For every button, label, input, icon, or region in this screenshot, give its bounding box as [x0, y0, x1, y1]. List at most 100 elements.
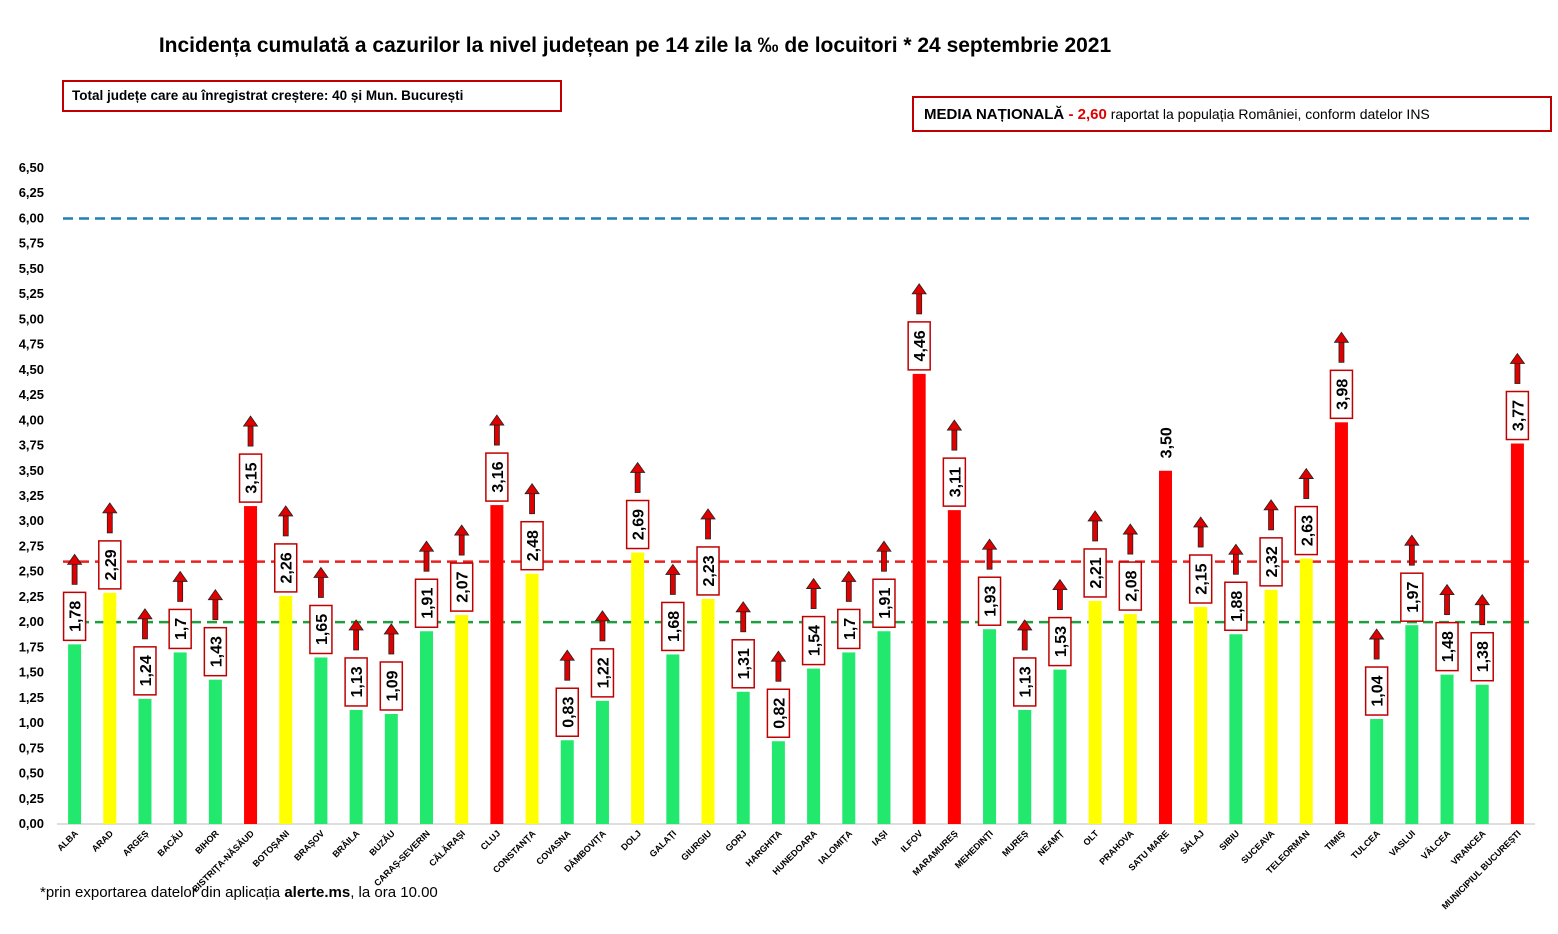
bar: [1510, 443, 1524, 824]
increase-arrow-shaft: [212, 598, 219, 621]
increase-arrow-shaft: [599, 619, 606, 642]
increase-arrow-head: [1404, 534, 1420, 546]
data-label: 2,26: [273, 543, 298, 593]
data-label-text: 1,7: [173, 618, 190, 640]
national-average-note: raportat la populația României, conform …: [1106, 106, 1430, 122]
footnote-app: alerte.ms: [284, 884, 351, 901]
data-label-text: 3,16: [490, 461, 507, 492]
category-label: CĂLĂRAȘI: [427, 828, 467, 868]
data-label-text: 1,78: [68, 601, 85, 632]
category-label: BRĂILA: [330, 828, 361, 859]
increase-arrow-head: [172, 570, 188, 582]
data-label-text: 3,98: [1334, 379, 1351, 410]
bar: [208, 679, 222, 824]
data-label-text: 2,48: [525, 530, 542, 561]
data-label-box: [907, 321, 931, 371]
increase-count-box: Total județe care au înregistrat creșter…: [62, 80, 562, 112]
increase-arrow-head: [102, 502, 118, 514]
increase-arrow-head: [137, 608, 153, 620]
category-label: ARAD: [90, 828, 116, 854]
increase-arrow-shaft: [669, 573, 676, 595]
data-label: 1,88: [1224, 581, 1248, 632]
data-label-box: [766, 688, 791, 738]
increase-arrow-head: [594, 610, 611, 622]
bar: [525, 573, 539, 824]
data-label-text: 1,97: [1405, 582, 1422, 613]
category-label: BRAȘOV: [292, 828, 326, 862]
data-label: 1,7: [168, 608, 192, 650]
data-label: 1,04: [1364, 666, 1389, 716]
increase-arrow-shaft: [1373, 637, 1380, 660]
category-label: MUREȘ: [1000, 828, 1030, 858]
data-label: 2,08: [1118, 561, 1143, 611]
data-label: 1,22: [590, 648, 615, 698]
category-label: BIHOR: [193, 828, 221, 856]
increase-arrow-head: [1368, 628, 1385, 640]
increase-arrow-shaft: [106, 511, 113, 534]
data-label-box: [520, 520, 544, 571]
y-tick-label: 4,25: [19, 387, 44, 402]
data-label-box: [203, 626, 228, 677]
data-label: 1,13: [344, 657, 368, 707]
data-label: 2,07: [449, 562, 474, 612]
category-label: NEAMȚ: [1036, 828, 1066, 858]
y-tick-label: 4,00: [19, 412, 44, 427]
data-label-box: [1012, 657, 1037, 707]
y-tick-label: 5,25: [19, 286, 44, 301]
increase-arrow-head: [277, 505, 294, 517]
data-label-text: 1,48: [1440, 631, 1457, 662]
increase-arrow-shaft: [1197, 525, 1204, 548]
increase-arrow-head: [207, 588, 224, 601]
data-label: 1,68: [661, 601, 685, 652]
bar: [1370, 719, 1384, 824]
increase-arrow-head: [242, 415, 259, 427]
increase-arrow-head: [1439, 583, 1455, 596]
increase-arrow-shaft: [1057, 588, 1063, 610]
data-label-box: [696, 546, 720, 596]
bar: [1229, 634, 1243, 824]
bar: [912, 373, 926, 824]
data-label-text: 0,82: [771, 698, 788, 729]
data-label-box: [449, 562, 474, 612]
increase-arrow-shaft: [1232, 552, 1239, 575]
bar: [1440, 674, 1454, 824]
category-label: VÂLCEA: [1418, 827, 1452, 861]
category-label: GALAȚI: [647, 828, 678, 859]
data-label-box: [344, 657, 368, 707]
increase-arrow-head: [524, 483, 540, 495]
data-label: 1,54: [801, 615, 826, 666]
y-tick-label: 3,00: [19, 513, 44, 528]
increase-arrow-shaft: [71, 562, 78, 585]
y-tick-label: 3,75: [19, 438, 44, 453]
data-label-box: [1435, 621, 1459, 672]
data-label-box: [1400, 572, 1424, 622]
data-label-text: 2,32: [1264, 546, 1281, 577]
increase-arrow-shaft: [1021, 628, 1028, 651]
data-label: 2,63: [1294, 505, 1319, 556]
data-label-text: 3,11: [947, 467, 964, 497]
y-tick-label: 2,75: [19, 538, 44, 553]
data-label: 3,98: [1329, 369, 1354, 420]
increase-arrow-head: [700, 508, 716, 520]
category-label: CLUJ: [479, 828, 503, 852]
data-label-text: 2,21: [1088, 557, 1105, 588]
bar: [173, 652, 187, 824]
y-tick-label: 0,25: [19, 791, 44, 806]
increase-arrow-shaft: [775, 659, 782, 682]
data-label: 1,31: [731, 639, 755, 689]
data-label: 1,93: [977, 576, 1002, 626]
data-label-text: 1,38: [1475, 641, 1492, 672]
data-label-box: [1224, 581, 1248, 632]
national-average-value: 2,60: [1077, 106, 1107, 123]
bar: [631, 552, 645, 824]
category-label: ALBA: [55, 828, 80, 853]
bar: [595, 700, 609, 824]
category-label: MEHEDINȚI: [953, 828, 995, 870]
data-label: 1,38: [1470, 631, 1494, 682]
national-average-sep: -: [1064, 106, 1078, 123]
data-label-text: 3,77: [1510, 400, 1527, 431]
increase-arrow-head: [1052, 578, 1068, 590]
increase-arrow-head: [805, 577, 822, 589]
y-tick-label: 1,50: [19, 665, 44, 680]
data-label-box: [942, 457, 967, 507]
